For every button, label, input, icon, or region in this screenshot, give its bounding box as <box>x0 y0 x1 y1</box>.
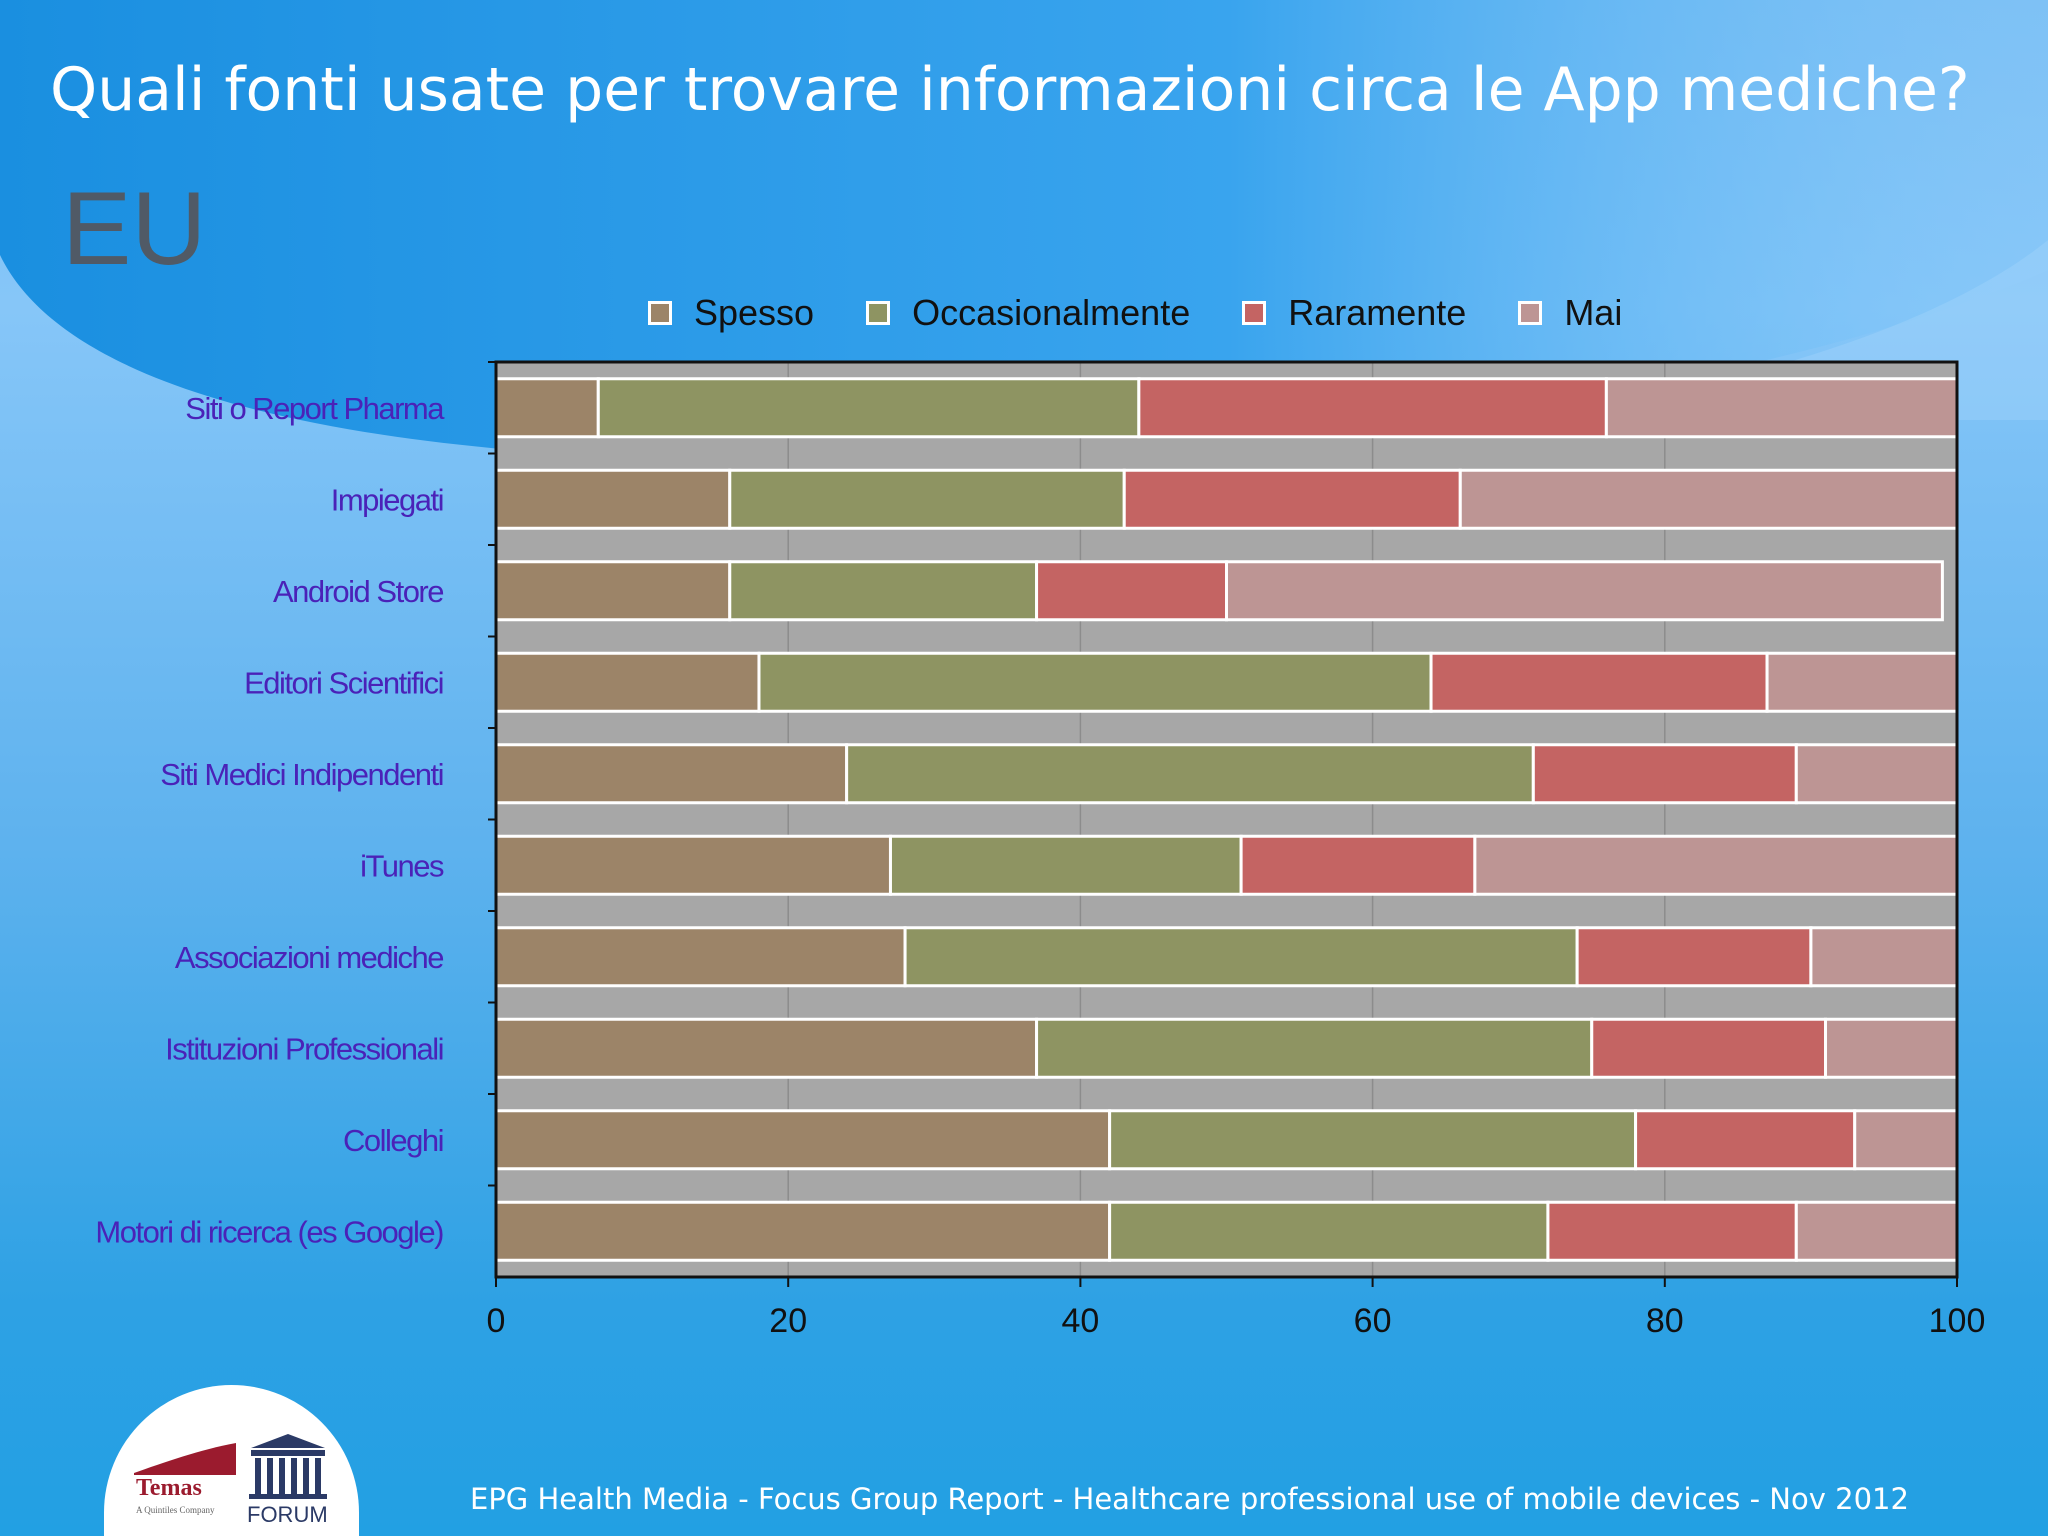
legend-swatch-raramente <box>1242 301 1267 325</box>
x-tick-label: 60 <box>1354 1302 1392 1340</box>
legend-label-occasionalmente: Occasionalmente <box>912 292 1191 333</box>
region-label: EU <box>62 171 207 287</box>
bar-raramente-4 <box>1531 743 1798 805</box>
category-label: Associazioni mediche <box>175 940 443 975</box>
bar-spesso-1 <box>494 468 732 530</box>
bar-mai-8 <box>1853 1109 1959 1171</box>
bar-raramente-8 <box>1634 1109 1857 1171</box>
bar-raramente-1 <box>1122 468 1462 530</box>
bar-spesso-0 <box>494 377 600 439</box>
bar-occasionalmente-2 <box>728 560 1039 622</box>
temas-logo-tagline: A Quintiles Company <box>136 1505 215 1515</box>
logo-area: Temas A Quintiles Company FORUM <box>104 1385 359 1536</box>
category-label: Istituzioni Professionali <box>165 1031 443 1066</box>
bar-mai-3 <box>1765 651 1959 713</box>
bar-spesso-4 <box>494 743 849 805</box>
plot-frame <box>494 360 1959 1279</box>
bar-occasionalmente-5 <box>888 834 1243 896</box>
x-tick-label: 80 <box>1646 1302 1684 1340</box>
bar-occasionalmente-6 <box>903 926 1579 988</box>
bar-spesso-5 <box>494 834 892 896</box>
legend-item-raramente: Raramente <box>1242 292 1466 334</box>
bar-raramente-2 <box>1035 560 1228 622</box>
bar-raramente-9 <box>1546 1200 1798 1262</box>
bar-mai-6 <box>1809 926 1959 988</box>
bar-raramente-7 <box>1590 1017 1828 1079</box>
bar-mai-9 <box>1794 1200 1959 1262</box>
legend-swatch-mai <box>1518 301 1543 325</box>
legend-item-occasionalmente: Occasionalmente <box>866 292 1190 334</box>
x-tick-label: 40 <box>1061 1302 1099 1340</box>
legend-item-mai: Mai <box>1518 292 1622 334</box>
bar-occasionalmente-0 <box>596 377 1141 439</box>
bar-occasionalmente-4 <box>845 743 1535 805</box>
category-label: Editori Scientifici <box>244 665 443 700</box>
legend-label-spesso: Spesso <box>694 292 815 333</box>
legend-label-raramente: Raramente <box>1288 292 1467 333</box>
footer-source: EPG Health Media - Focus Group Report - … <box>470 1482 1909 1516</box>
legend-label-mai: Mai <box>1564 292 1623 333</box>
bar-occasionalmente-3 <box>757 651 1433 713</box>
category-label: Android Store <box>273 574 443 609</box>
bar-spesso-3 <box>494 651 761 713</box>
x-tick-label: 100 <box>1929 1302 1986 1340</box>
slide-title: Quali fonti usate per trovare informazio… <box>50 55 1970 125</box>
legend-item-spesso: Spesso <box>648 292 814 334</box>
bar-raramente-3 <box>1429 651 1769 713</box>
temas-logo-text: Temas <box>136 1475 202 1501</box>
x-tick-label: 0 <box>487 1302 506 1340</box>
forum-logo-text: FORUM <box>247 1502 328 1527</box>
bar-spesso-8 <box>494 1109 1112 1171</box>
legend-swatch-occasionalmente <box>866 301 891 325</box>
category-label: Motori di ricerca (es Google) <box>95 1214 443 1249</box>
bar-spesso-9 <box>494 1200 1112 1262</box>
temas-logo: Temas A Quintiles Company <box>134 1443 236 1515</box>
legend-swatch-spesso <box>648 301 672 325</box>
category-label: Siti Medici Indipendenti <box>160 757 443 792</box>
bar-raramente-5 <box>1239 834 1477 896</box>
bar-occasionalmente-9 <box>1108 1200 1550 1262</box>
bar-mai-0 <box>1604 377 1959 439</box>
bar-mai-7 <box>1824 1017 1959 1079</box>
category-label: Colleghi <box>343 1123 443 1158</box>
bar-spesso-7 <box>494 1017 1039 1079</box>
category-label: iTunes <box>360 848 444 883</box>
chart-legend: Spesso Occasionalmente Raramente Mai <box>648 288 1674 338</box>
bar-occasionalmente-7 <box>1035 1017 1594 1079</box>
bar-raramente-6 <box>1575 926 1813 988</box>
x-tick-label: 20 <box>769 1302 807 1340</box>
bar-spesso-6 <box>494 926 907 988</box>
category-label: Impiegati <box>331 482 443 517</box>
bar-occasionalmente-8 <box>1108 1109 1638 1171</box>
bar-raramente-0 <box>1137 377 1608 439</box>
bar-mai-5 <box>1473 834 1959 896</box>
bar-mai-4 <box>1794 743 1959 805</box>
category-label: Siti o Report Pharma <box>185 391 445 426</box>
bar-occasionalmente-1 <box>728 468 1126 530</box>
forum-logo: FORUM <box>247 1434 328 1527</box>
bar-mai-2 <box>1225 560 1944 622</box>
bar-mai-1 <box>1458 468 1959 530</box>
bar-spesso-2 <box>494 560 732 622</box>
